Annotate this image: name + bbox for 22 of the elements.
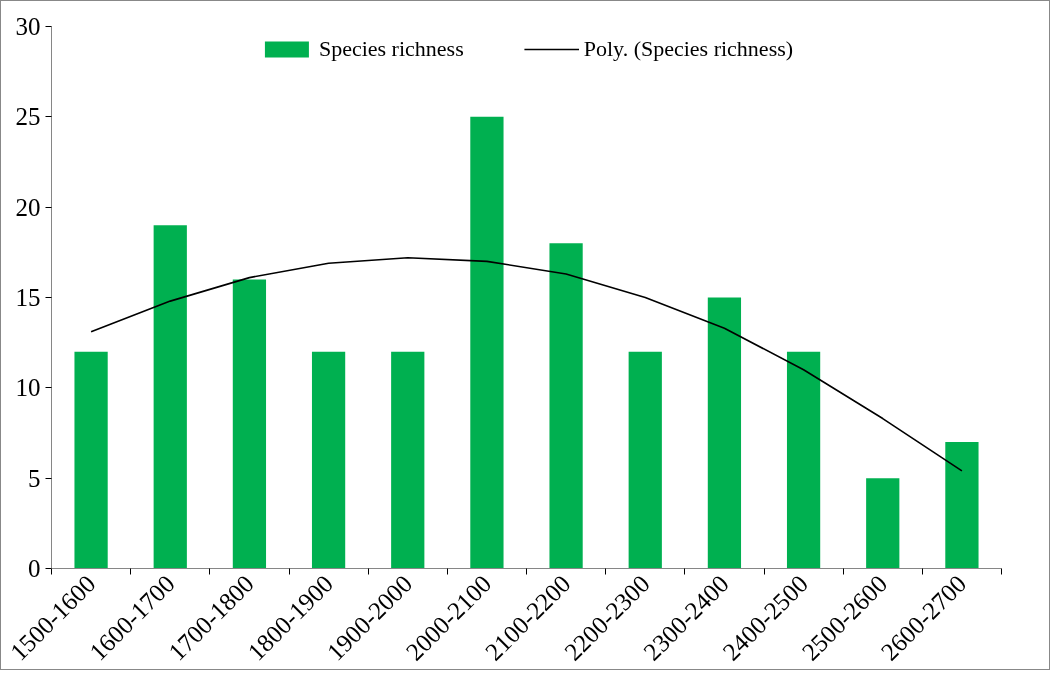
bar [232, 279, 267, 569]
y-tick-label: 25 [15, 103, 41, 131]
y-tick-label: 15 [15, 284, 41, 311]
y-tick-label: 30 [15, 13, 41, 40]
bar [707, 297, 742, 569]
bar [153, 225, 187, 569]
bar [74, 351, 108, 569]
y-tick-label: 10 [15, 374, 41, 402]
bar [311, 351, 346, 569]
y-tick-label: 0 [28, 555, 41, 582]
bar [945, 442, 979, 569]
bar [549, 243, 583, 569]
bar [628, 351, 662, 569]
legend-label: Species richness [318, 36, 464, 62]
y-tick-label: 5 [28, 464, 41, 492]
bar [391, 351, 425, 569]
bar [786, 351, 821, 569]
bar [866, 478, 900, 569]
y-tick-label: 20 [15, 193, 41, 221]
bar [470, 116, 504, 569]
line-series [90, 256, 963, 472]
legend-label: Poly. (Species richness) [583, 36, 794, 62]
